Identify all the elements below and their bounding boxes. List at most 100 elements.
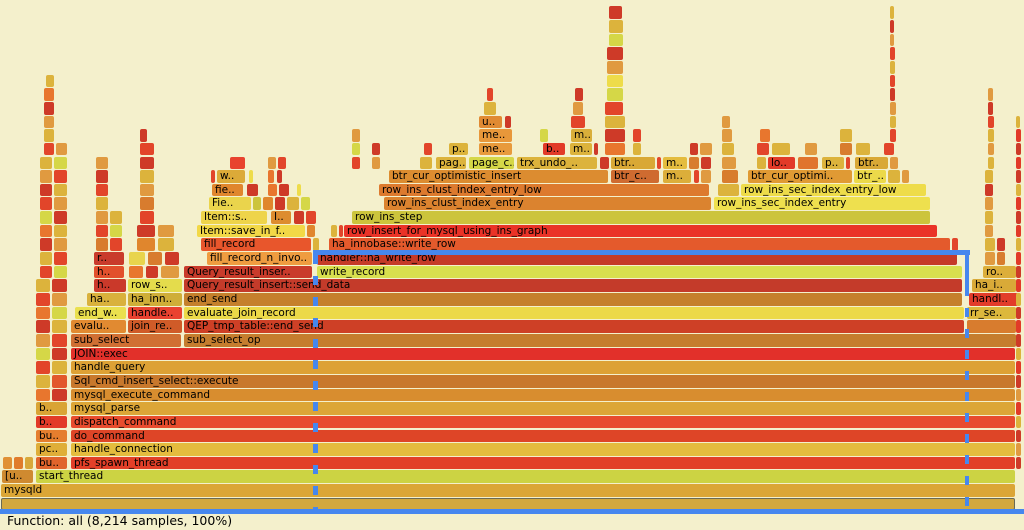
frame-row-ins-sec-index-entry-low[interactable]: row_ins_sec_index_entry_low <box>741 183 926 197</box>
frame-btr[interactable]: btr_.. <box>854 170 886 183</box>
frame[interactable] <box>40 197 52 211</box>
frame[interactable] <box>140 142 154 156</box>
frame[interactable] <box>297 183 301 197</box>
frame-join-exec[interactable]: JOIN::exec <box>71 347 1015 361</box>
frame-b[interactable]: b.. <box>36 402 67 415</box>
frame-item-s[interactable]: Item::s.. <box>201 211 267 224</box>
frame-row-ins-clust-index-entry[interactable]: row_ins_clust_index_entry <box>384 197 711 211</box>
frame-handle-query[interactable]: handle_query <box>71 361 1015 374</box>
frame[interactable] <box>505 115 511 129</box>
frame[interactable] <box>372 142 380 156</box>
frame[interactable] <box>129 252 145 265</box>
frame-p[interactable]: p.. <box>449 142 468 156</box>
frame[interactable] <box>96 183 108 197</box>
frame[interactable] <box>36 333 50 347</box>
frame[interactable] <box>146 265 158 279</box>
frame-handler-ha-write-row[interactable]: handler::ha_write_row <box>317 252 957 265</box>
frame[interactable] <box>301 197 310 211</box>
frame[interactable] <box>44 115 54 129</box>
frame[interactable] <box>110 211 122 224</box>
frame[interactable] <box>424 142 432 156</box>
frame[interactable] <box>1016 402 1021 415</box>
frame[interactable] <box>36 388 50 402</box>
frame[interactable] <box>988 142 994 156</box>
frame-sub-select-op[interactable]: sub_select_op <box>184 333 1016 347</box>
frame[interactable] <box>1016 456 1021 470</box>
frame[interactable] <box>140 129 147 142</box>
frame[interactable] <box>902 170 909 183</box>
frame[interactable] <box>54 238 67 252</box>
frame-fill-record-n-invo[interactable]: fill_record_n_invo.. <box>207 252 312 265</box>
frame[interactable] <box>988 129 994 142</box>
frame[interactable] <box>1016 142 1021 156</box>
frame[interactable] <box>890 88 895 101</box>
frame[interactable] <box>609 33 623 47</box>
frame-row-ins-sec-index-entry[interactable]: row_ins_sec_index_entry <box>714 197 930 211</box>
frame[interactable] <box>605 129 625 142</box>
frame[interactable] <box>690 142 698 156</box>
frame[interactable] <box>997 252 1005 265</box>
frame[interactable] <box>36 306 50 320</box>
frame[interactable] <box>420 156 432 170</box>
frame[interactable] <box>890 33 894 47</box>
frame-w[interactable]: w.. <box>217 170 245 183</box>
frame[interactable] <box>988 156 994 170</box>
frame[interactable] <box>633 142 641 156</box>
frame-btr[interactable]: btr.. <box>855 156 888 170</box>
frame[interactable] <box>54 265 67 279</box>
frame[interactable] <box>575 88 583 101</box>
frame[interactable] <box>36 374 50 388</box>
frame-end-w[interactable]: end_w.. <box>75 306 126 320</box>
frame-r[interactable]: r.. <box>94 252 124 265</box>
frame[interactable] <box>1016 156 1021 170</box>
frame[interactable] <box>1016 224 1021 238</box>
frame[interactable] <box>275 197 285 211</box>
frame[interactable] <box>1016 429 1021 443</box>
frame[interactable] <box>701 170 711 183</box>
frame[interactable] <box>52 320 67 333</box>
frame[interactable] <box>985 211 993 224</box>
frame[interactable] <box>1016 197 1021 211</box>
frame[interactable] <box>331 224 337 238</box>
frame[interactable] <box>46 74 54 88</box>
frame[interactable] <box>277 170 282 183</box>
frame[interactable] <box>54 183 67 197</box>
frame[interactable] <box>757 156 766 170</box>
frame[interactable] <box>54 252 67 265</box>
frame[interactable] <box>129 265 143 279</box>
frame[interactable] <box>1 497 1015 511</box>
frame-me[interactable]: me.. <box>479 142 512 156</box>
frame-row-ins-step[interactable]: row_ins_step <box>352 211 930 224</box>
frame[interactable] <box>701 156 711 170</box>
frame-bu[interactable]: bu.. <box>36 456 67 470</box>
frame[interactable] <box>952 238 958 252</box>
frame-btr[interactable]: btr.. <box>611 156 655 170</box>
frame[interactable] <box>573 101 583 115</box>
frame-p[interactable]: p.. <box>822 156 844 170</box>
frame-i[interactable]: I.. <box>271 211 291 224</box>
frame-b[interactable]: b.. <box>36 415 67 429</box>
frame[interactable] <box>607 47 623 60</box>
frame[interactable] <box>52 279 67 292</box>
frame[interactable] <box>607 74 623 88</box>
frame[interactable] <box>609 6 622 19</box>
frame[interactable] <box>1016 183 1021 197</box>
frame[interactable] <box>25 456 33 470</box>
frame-evaluate-join-record[interactable]: evaluate_join_record <box>184 306 964 320</box>
frame-row-insert-for-mysql-using-ins-graph[interactable]: row_insert_for_mysql_using_ins_graph <box>344 224 937 238</box>
frame[interactable] <box>52 361 67 374</box>
frame[interactable] <box>1016 320 1021 333</box>
frame-m[interactable]: m.. <box>570 142 592 156</box>
frame[interactable] <box>722 142 734 156</box>
frame-handle-connection[interactable]: handle_connection <box>71 443 1015 456</box>
frame[interactable] <box>760 129 770 142</box>
frame[interactable] <box>988 88 993 101</box>
frame[interactable] <box>594 142 598 156</box>
frame[interactable] <box>1016 347 1021 361</box>
frame[interactable] <box>158 238 174 252</box>
frame-bu[interactable]: bu.. <box>36 429 67 443</box>
frame-sql-cmd-insert-select-execute[interactable]: Sql_cmd_insert_select::execute <box>71 374 1015 388</box>
frame[interactable] <box>96 156 108 170</box>
frame[interactable] <box>609 20 623 33</box>
